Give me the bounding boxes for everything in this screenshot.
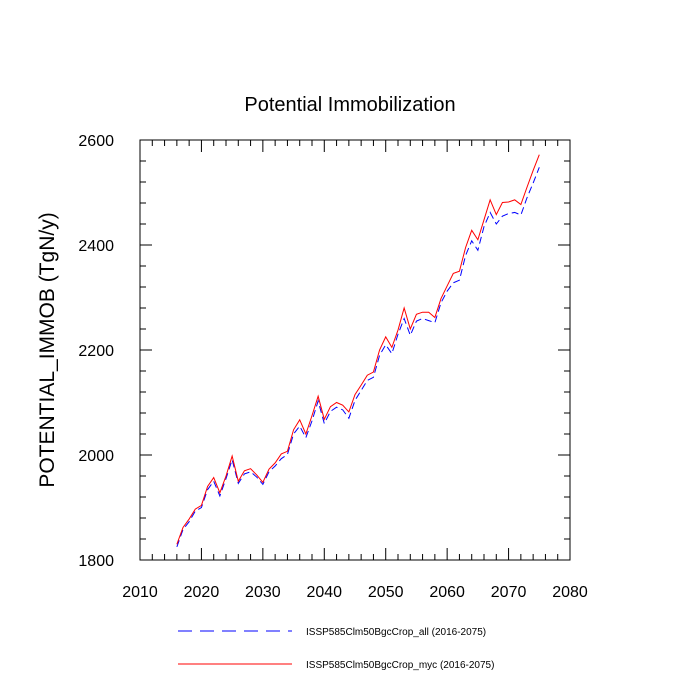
x-tick-label: 2060 xyxy=(429,584,465,601)
chart-title: Potential Immobilization xyxy=(244,94,455,116)
x-tick-label: 2030 xyxy=(245,584,281,601)
y-tick-label: 1800 xyxy=(78,553,114,570)
x-tick-label: 2020 xyxy=(184,584,220,601)
series-line-2 xyxy=(176,154,540,545)
series-line-1 xyxy=(176,167,540,548)
x-tick-label: 2040 xyxy=(306,584,342,601)
y-tick-label: 2000 xyxy=(78,448,114,465)
x-tick-label: 2070 xyxy=(491,584,527,601)
y-tick-label: 2400 xyxy=(78,238,114,255)
legend-label-1: ISSP585Clm50BgcCrop_all (2016-2075) xyxy=(306,627,486,638)
x-tick-label: 2010 xyxy=(122,584,158,601)
y-axis-label: POTENTIAL_IMMOB (TgN/y) xyxy=(36,212,59,487)
y-tick-label: 2600 xyxy=(78,133,114,150)
y-tick-label: 2200 xyxy=(78,343,114,360)
plot-frame xyxy=(139,139,571,561)
x-tick-label: 2080 xyxy=(552,584,588,601)
legend-label-2: ISSP585Clm50BgcCrop_myc (2016-2075) xyxy=(306,660,494,671)
x-tick-label: 2050 xyxy=(368,584,404,601)
